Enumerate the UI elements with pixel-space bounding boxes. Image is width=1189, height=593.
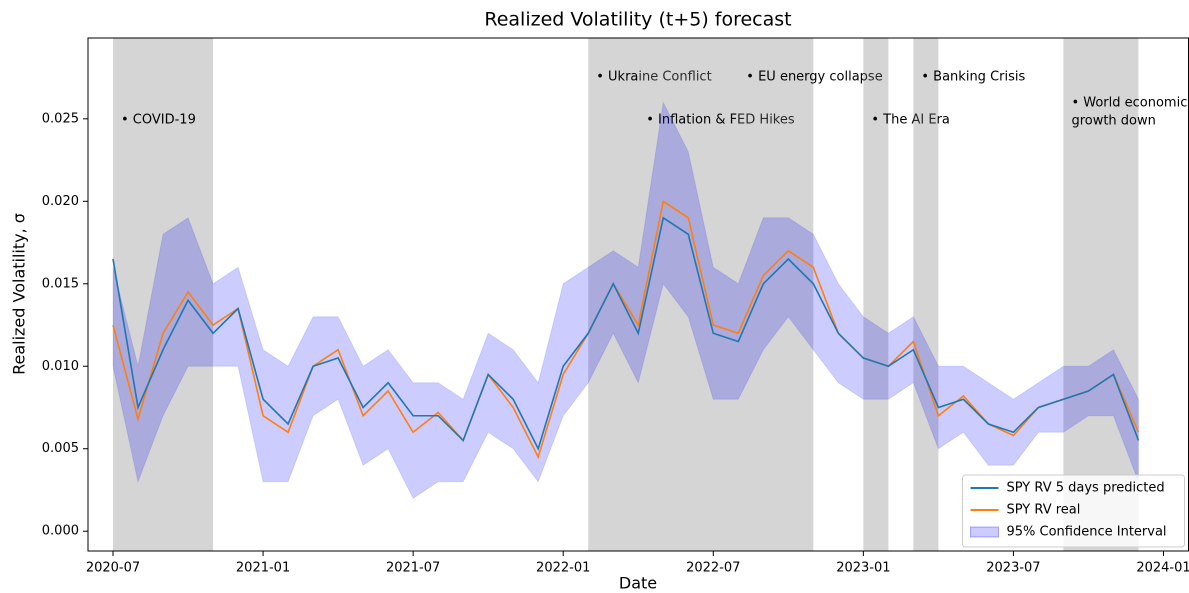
y-tick-label: 0.000 [42, 524, 79, 539]
legend-label: 95% Confidence Interval [1007, 525, 1167, 540]
x-tick-label: 2023-01 [836, 561, 890, 576]
legend: SPY RV 5 days predicted SPY RV real 95% Co… [962, 474, 1185, 548]
event-label: • EU energy collapse [746, 70, 882, 85]
event-span [738, 38, 814, 551]
event-label: • COVID-19 [121, 113, 196, 128]
y-tick-label: 0.025 [42, 111, 79, 126]
y-axis-label: Realized Volatility, σ [10, 213, 29, 375]
event-label: • World economic [1071, 96, 1187, 111]
x-tick-label: 2023-07 [986, 561, 1040, 576]
x-tick-label: 2022-01 [536, 561, 590, 576]
series-line [112, 199, 1140, 460]
event-span [113, 38, 214, 551]
legend-swatch [970, 526, 999, 538]
chart-title: Realized Volatility (t+5) forecast [484, 9, 791, 31]
y-tick-label: 0.005 [42, 441, 79, 456]
legend-label: SPY RV real [1007, 503, 1081, 518]
event-span [638, 38, 739, 551]
event-label: • Banking Crisis [921, 70, 1025, 85]
x-tick-label: 2021-07 [386, 561, 440, 576]
x-tick-label: 2020-07 [86, 561, 140, 576]
event-span [863, 38, 889, 551]
event-span [588, 38, 639, 551]
event-label: growth down [1071, 114, 1155, 129]
event-label: • Inflation & FED Hikes [646, 113, 795, 128]
x-tick-label: 2024-01 [1136, 561, 1189, 576]
x-tick-label: 2021-01 [236, 561, 290, 576]
event-span [913, 38, 939, 551]
y-tick-label: 0.015 [42, 276, 79, 291]
event-span [1063, 38, 1139, 551]
event-label: • The AI Era [871, 113, 950, 128]
x-axis-label: Date [619, 574, 657, 593]
x-tick-label: 2022-07 [686, 561, 740, 576]
series-line [112, 216, 1140, 451]
y-tick-label: 0.010 [42, 359, 79, 374]
legend-label: SPY RV 5 days predicted [1007, 481, 1165, 496]
legend-box [962, 474, 1185, 548]
y-tick-label: 0.020 [42, 194, 79, 209]
event-label: • Ukraine Conflict [596, 70, 711, 85]
